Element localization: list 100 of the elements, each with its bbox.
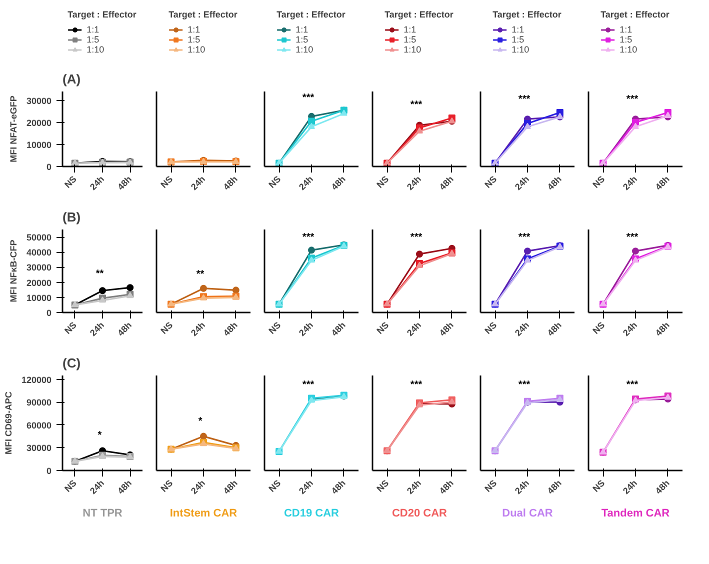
y-tick-label: 120000: [21, 374, 52, 385]
x-tick-label: NS: [482, 478, 499, 494]
x-tick-label: 48h: [116, 320, 134, 338]
legend-title: Target : Effector: [600, 10, 670, 20]
x-tick-label: 48h: [116, 478, 134, 496]
legend-label: 1:5: [620, 34, 634, 44]
legend-title: Target : Effector: [492, 10, 562, 20]
x-axis-title: IntStem CAR: [170, 508, 238, 520]
x-tick-label: NS: [590, 478, 607, 494]
x-axis-title: Dual CAR: [502, 508, 553, 520]
legend-title: Target : Effector: [168, 10, 238, 20]
legend-label: 1:1: [188, 24, 202, 34]
legend-label: 1:10: [512, 44, 530, 54]
y-tick-label: 10000: [26, 140, 52, 150]
x-tick-label: 48h: [437, 174, 456, 192]
annotation: ***: [410, 99, 422, 110]
y-tick-label: 0: [46, 308, 52, 318]
x-tick-label: 48h: [329, 174, 348, 192]
legend-label: 1:10: [404, 44, 422, 54]
legend-label: 1:5: [188, 34, 202, 44]
x-tick-label: NS: [266, 174, 283, 190]
x-tick-label: 24h: [189, 478, 208, 496]
annotation: ***: [626, 94, 638, 105]
legend-label: 1:10: [188, 44, 206, 54]
x-tick-label: NS: [374, 320, 391, 336]
x-tick-label: NS: [374, 478, 391, 494]
legend-title: Target : Effector: [276, 10, 346, 20]
y-tick-label: 30000: [26, 262, 52, 273]
x-tick-label: 24h: [88, 478, 106, 496]
x-axis-title: NT TPR: [82, 508, 122, 520]
legend-title: Target : Effector: [384, 10, 454, 20]
x-tick-label: 48h: [329, 320, 348, 338]
legend-label: 1:10: [296, 44, 314, 54]
x-tick-label: NS: [266, 320, 283, 336]
y-axis-title: MFI CD69-APC: [3, 390, 14, 454]
legend-label: 1:5: [512, 34, 526, 44]
legend-title: Target : Effector: [68, 10, 136, 20]
chart-title: (A): [62, 72, 81, 86]
annotation: ***: [302, 232, 314, 243]
legend-label: 1:10: [86, 44, 106, 54]
x-tick-label: 24h: [88, 174, 106, 192]
annotation: *: [198, 416, 202, 427]
annotation: **: [96, 268, 104, 280]
x-tick-label: 24h: [189, 320, 208, 338]
annotation: *: [98, 430, 102, 442]
x-tick-label: 24h: [405, 320, 424, 338]
x-axis-title: CD20 CAR: [392, 508, 448, 520]
y-tick-label: 0: [46, 162, 52, 172]
y-tick-label: 0: [46, 466, 52, 476]
y-tick-label: 90000: [26, 398, 52, 408]
annotation: ***: [302, 92, 314, 104]
x-tick-label: NS: [590, 320, 607, 336]
x-tick-label: NS: [158, 320, 175, 336]
annotation: **: [196, 269, 204, 280]
x-tick-label: 48h: [437, 478, 456, 496]
legend-label: 1:5: [404, 34, 418, 44]
y-tick-label: 30000: [26, 443, 52, 454]
y-tick-label: 60000: [26, 420, 52, 430]
x-tick-label: NS: [482, 174, 499, 190]
chart-title: (C): [62, 356, 81, 370]
x-tick-label: 48h: [653, 478, 672, 496]
annotation: ***: [410, 232, 422, 243]
x-tick-label: 24h: [513, 320, 532, 338]
x-tick-label: NS: [374, 174, 391, 190]
x-tick-label: 48h: [221, 320, 240, 338]
legend-label: 1:10: [620, 44, 638, 54]
x-tick-label: NS: [590, 174, 607, 190]
y-tick-label: 20000: [26, 278, 52, 288]
y-axis-title: MFI NFκB-CFP: [8, 240, 18, 302]
legend-label: 1:5: [296, 34, 310, 44]
x-tick-label: 24h: [297, 174, 316, 192]
x-tick-label: 48h: [653, 320, 672, 338]
x-tick-label: NS: [158, 174, 175, 190]
x-tick-label: 48h: [653, 174, 672, 192]
x-tick-label: NS: [62, 320, 78, 336]
legend-label: 1:1: [620, 24, 634, 34]
x-tick-label: 24h: [88, 320, 106, 338]
x-tick-label: 48h: [329, 478, 348, 496]
y-tick-label: 30000: [26, 96, 52, 106]
annotation: ***: [518, 94, 530, 105]
legend-label: 1:1: [86, 24, 100, 34]
y-tick-label: 20000: [26, 118, 52, 128]
x-tick-label: 48h: [221, 478, 240, 496]
x-tick-label: NS: [158, 478, 175, 494]
x-tick-label: 24h: [621, 174, 640, 192]
legend-label: 1:1: [296, 24, 310, 34]
chart-title: (B): [62, 210, 81, 224]
x-tick-label: 48h: [545, 174, 564, 192]
x-tick-label: 24h: [513, 174, 532, 192]
x-tick-label: 24h: [297, 320, 316, 338]
x-tick-label: 24h: [405, 478, 424, 496]
x-tick-label: 24h: [189, 174, 208, 192]
x-tick-label: 48h: [545, 478, 564, 496]
annotation: ***: [626, 232, 638, 243]
x-tick-label: NS: [266, 478, 283, 494]
x-tick-label: 48h: [221, 174, 240, 192]
legend-label: 1:1: [404, 24, 418, 34]
x-tick-label: NS: [62, 174, 78, 190]
annotation: ***: [518, 232, 530, 243]
x-tick-label: NS: [482, 320, 499, 336]
